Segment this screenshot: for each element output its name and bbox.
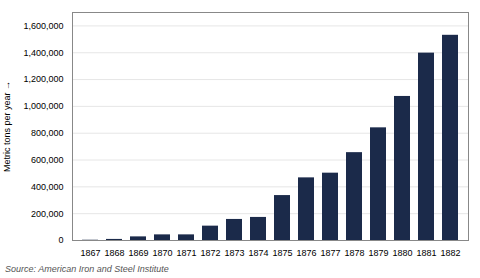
svg-text:400,000: 400,000 (31, 182, 64, 192)
svg-text:0: 0 (58, 235, 63, 245)
svg-text:1867: 1867 (80, 248, 100, 258)
svg-text:1,600,000: 1,600,000 (23, 21, 63, 31)
svg-text:1880: 1880 (392, 248, 412, 258)
svg-text:1872: 1872 (200, 248, 220, 258)
svg-text:1869: 1869 (128, 248, 148, 258)
svg-text:1876: 1876 (296, 248, 316, 258)
svg-text:1879: 1879 (368, 248, 388, 258)
svg-text:1877: 1877 (320, 248, 340, 258)
svg-text:1870: 1870 (152, 248, 172, 258)
svg-text:1871: 1871 (176, 248, 196, 258)
svg-text:1,200,000: 1,200,000 (23, 74, 63, 84)
svg-text:1878: 1878 (344, 248, 364, 258)
svg-text:1874: 1874 (248, 248, 268, 258)
svg-text:200,000: 200,000 (31, 209, 64, 219)
svg-text:600,000: 600,000 (31, 155, 64, 165)
svg-text:1882: 1882 (440, 248, 460, 258)
svg-text:1875: 1875 (272, 248, 292, 258)
svg-text:800,000: 800,000 (31, 128, 64, 138)
svg-text:1868: 1868 (104, 248, 124, 258)
svg-text:1,000,000: 1,000,000 (23, 101, 63, 111)
svg-text:1881: 1881 (416, 248, 436, 258)
svg-text:Metric tons per year →: Metric tons per year → (2, 81, 12, 172)
html-text:Source: American Iron and Stee: Source: American Iron and Steel Institut… (5, 264, 169, 274)
svg-text:1873: 1873 (224, 248, 244, 258)
svg-text:1,400,000: 1,400,000 (23, 48, 63, 58)
